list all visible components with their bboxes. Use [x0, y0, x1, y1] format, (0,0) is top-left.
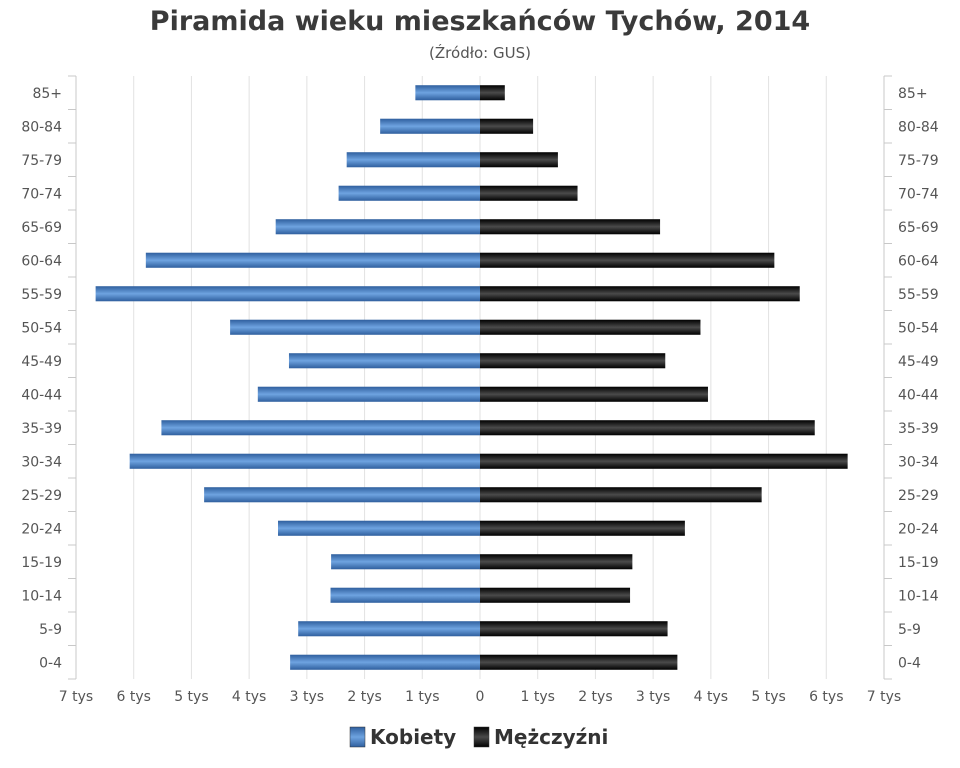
bar-men-75-79[interactable]: [480, 152, 558, 168]
x-tick-label: 7 tys: [867, 689, 901, 705]
x-tick-label: 5 tys: [751, 689, 785, 705]
y-tick-label-left: 10-14: [21, 588, 62, 604]
bar-women-55-59[interactable]: [95, 286, 480, 302]
bar-women-30-34[interactable]: [129, 453, 480, 469]
bar-men-70-74[interactable]: [480, 185, 578, 201]
bar-men-5-9[interactable]: [480, 621, 668, 637]
bar-women-10-14[interactable]: [330, 587, 480, 603]
bar-men-10-14[interactable]: [480, 587, 631, 603]
y-tick-label-left: 45-49: [21, 354, 62, 370]
x-tick-label: 3 tys: [290, 689, 324, 705]
x-tick-label: 3 tys: [636, 689, 670, 705]
y-tick-label-right: 65-69: [898, 220, 939, 236]
x-tick-label: 5 tys: [174, 689, 208, 705]
bar-men-45-49[interactable]: [480, 353, 666, 369]
y-tick-label-right: 35-39: [898, 421, 939, 437]
y-tick-label-left: 30-34: [21, 454, 62, 470]
x-tick-label: 1 tys: [520, 689, 554, 705]
bar-women-70-74[interactable]: [338, 185, 480, 201]
bar-women-35-39[interactable]: [161, 420, 480, 436]
bar-women-75-79[interactable]: [346, 152, 480, 168]
y-tick-label-right: 50-54: [898, 320, 939, 336]
bar-women-65-69[interactable]: [275, 219, 480, 235]
legend-label: Kobiety: [370, 725, 456, 749]
y-tick-label-left: 65-69: [21, 220, 62, 236]
y-tick-label-right: 60-64: [898, 253, 939, 269]
x-tick-label: 2 tys: [347, 689, 381, 705]
y-tick-label-left: 40-44: [21, 387, 62, 403]
bar-men-65-69[interactable]: [480, 219, 661, 235]
x-tick-label: 0: [476, 689, 485, 705]
bar-men-30-34[interactable]: [480, 453, 848, 469]
y-tick-label-right: 20-24: [898, 521, 939, 537]
y-tick-label-right: 80-84: [898, 119, 939, 135]
bar-men-40-44[interactable]: [480, 386, 708, 402]
y-tick-label-left: 15-19: [21, 555, 62, 571]
bar-women-50-54[interactable]: [230, 319, 480, 335]
y-tick-label-right: 10-14: [898, 588, 939, 604]
legend-swatch: [349, 726, 366, 748]
y-tick-label-left: 20-24: [21, 521, 62, 537]
legend-item-women[interactable]: Kobiety: [349, 725, 456, 749]
bar-men-80-84[interactable]: [480, 118, 534, 134]
x-tick-label: 2 tys: [578, 689, 612, 705]
y-tick-label-left: 35-39: [21, 421, 62, 437]
bar-women-80-84[interactable]: [380, 118, 480, 134]
y-tick-label-right: 25-29: [898, 488, 939, 504]
bar-women-45-49[interactable]: [288, 353, 480, 369]
x-tick-label: 4 tys: [232, 689, 266, 705]
bar-men-85+[interactable]: [480, 85, 505, 101]
y-tick-label-right: 0-4: [898, 655, 921, 671]
y-tick-label-left: 60-64: [21, 253, 62, 269]
x-tick-label: 6 tys: [116, 689, 150, 705]
bar-women-20-24[interactable]: [278, 520, 480, 536]
y-tick-label-left: 75-79: [21, 153, 62, 169]
bar-men-25-29[interactable]: [480, 487, 762, 503]
legend-swatch: [473, 726, 490, 748]
bar-women-0-4[interactable]: [290, 654, 480, 670]
y-tick-label-right: 15-19: [898, 555, 939, 571]
bar-women-25-29[interactable]: [204, 487, 480, 503]
bar-men-15-19[interactable]: [480, 554, 633, 570]
legend-label: Mężczyźni: [494, 725, 608, 749]
y-tick-label-left: 25-29: [21, 488, 62, 504]
bar-men-60-64[interactable]: [480, 252, 775, 268]
bar-men-55-59[interactable]: [480, 286, 800, 302]
y-tick-label-right: 70-74: [898, 186, 939, 202]
bar-women-85+[interactable]: [415, 85, 480, 101]
y-tick-label-right: 45-49: [898, 354, 939, 370]
y-tick-label-right: 30-34: [898, 454, 939, 470]
bar-men-20-24[interactable]: [480, 520, 685, 536]
bar-women-5-9[interactable]: [298, 621, 480, 637]
chart-title: Piramida wieku mieszkańców Tychów, 2014: [149, 6, 811, 37]
y-tick-label-right: 55-59: [898, 287, 939, 303]
y-tick-label-right: 75-79: [898, 153, 939, 169]
bar-women-40-44[interactable]: [257, 386, 480, 402]
x-tick-label: 7 tys: [59, 689, 93, 705]
chart-subtitle: (Źródło: GUS): [429, 44, 531, 62]
y-tick-label-left: 5-9: [39, 622, 62, 638]
y-tick-label-right: 5-9: [898, 622, 921, 638]
bar-women-15-19[interactable]: [331, 554, 480, 570]
y-tick-label-right: 85+: [898, 86, 928, 102]
bar-men-50-54[interactable]: [480, 319, 701, 335]
legend-item-men[interactable]: Mężczyźni: [473, 725, 608, 749]
bar-men-0-4[interactable]: [480, 654, 678, 670]
bar-men-35-39[interactable]: [480, 420, 815, 436]
y-tick-label-left: 85+: [32, 86, 62, 102]
y-tick-label-right: 40-44: [898, 387, 939, 403]
y-tick-label-left: 80-84: [21, 119, 62, 135]
bar-women-60-64[interactable]: [145, 252, 480, 268]
y-tick-label-left: 0-4: [39, 655, 62, 671]
x-tick-label: 1 tys: [405, 689, 439, 705]
y-tick-label-left: 70-74: [21, 186, 62, 202]
x-tick-label: 6 tys: [809, 689, 843, 705]
y-tick-label-left: 55-59: [21, 287, 62, 303]
x-tick-label: 4 tys: [694, 689, 728, 705]
y-tick-label-left: 50-54: [21, 320, 62, 336]
